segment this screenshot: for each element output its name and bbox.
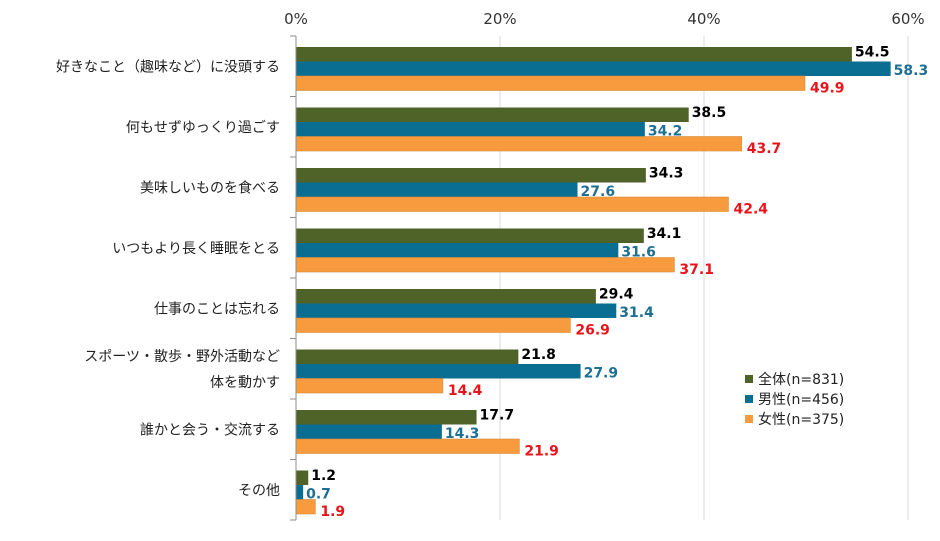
data-label-2-4: 26.9 [575,322,610,338]
x-tick-label: 20% [483,10,516,28]
bar-1-1 [296,122,645,137]
category-label: 体を動かす [210,375,280,391]
data-label-1-4: 31.4 [619,305,654,321]
data-labels: 54.5 38.5 34.3 34.1 29.4 21.8 17.7 1.2 58.3 34.2 2… [306,44,928,520]
category-label: 好きなこと（趣味など）に没頭する [56,59,280,75]
data-label-1-7: 0.7 [306,486,331,502]
data-label-2-1: 43.7 [747,141,782,157]
x-tick-label: 0% [284,10,308,28]
data-label-2-0: 49.9 [810,80,845,96]
bar-2-3 [295,257,675,273]
data-label-2-2: 42.4 [733,201,768,217]
legend: 全体(n=831) 男性(n=456) 女性(n=375) [745,371,844,428]
data-label-2-6: 21.9 [524,443,559,459]
y-axis [290,35,297,521]
data-label-2-5: 14.4 [448,383,483,399]
data-label-0-0: 54.5 [855,44,890,60]
bar-0-5 [296,349,519,364]
x-tick-label: 40% [687,10,720,28]
bar-1-5 [296,364,581,379]
bar-2-4 [295,317,571,333]
data-label-0-3: 34.1 [647,226,682,242]
data-label-0-4: 29.4 [599,286,634,302]
category-label: 仕事のことは忘れる [154,301,280,317]
bar-1-6 [296,424,442,439]
bars [295,47,891,515]
x-tick-label: 60% [891,10,924,28]
bar-0-2 [296,168,646,183]
bar-2-0 [295,75,806,91]
data-label-0-6: 17.7 [480,407,515,423]
legend-swatch-2 [745,415,753,423]
bar-0-4 [296,289,596,304]
bar-2-2 [295,196,729,212]
bar-1-2 [296,182,578,197]
data-label-0-5: 21.8 [521,347,556,363]
category-label: 美味しいものを食べる [140,179,280,196]
bar-1-3 [296,243,619,258]
bar-0-7 [296,470,309,485]
category-label: その他 [238,483,280,499]
data-label-0-1: 38.5 [692,105,727,121]
bar-2-6 [295,438,520,454]
category-label: 何もせずゆっくり過ごす [126,120,280,136]
data-label-1-3: 31.6 [621,244,656,260]
legend-swatch-1 [745,395,753,403]
data-label-0-7: 1.2 [311,468,336,484]
bar-1-0 [296,61,891,76]
legend-label-0: 全体(n=831) [758,371,844,388]
data-label-2-7: 1.9 [320,504,345,520]
bar-1-7 [296,485,304,500]
bar-1-4 [296,303,617,318]
data-label-2-3: 37.1 [679,262,714,278]
category-labels: 好きなこと（趣味など）に没頭する何もせずゆっくり過ごす美味しいものを食べるいつも… [56,59,280,499]
bar-0-3 [296,228,644,243]
legend-label-2: 女性(n=375) [758,411,844,428]
data-label-1-0: 58.3 [894,63,929,79]
x-tick-labels: 0% 20% 40% 60% [284,10,925,28]
data-label-0-2: 34.3 [649,165,684,181]
data-label-1-1: 34.2 [648,123,683,139]
bar-0-0 [296,47,852,62]
category-label: 誰かと会う・交流する [140,421,280,438]
data-label-1-5: 27.9 [584,365,619,381]
bar-2-5 [295,378,444,394]
category-label: スポーツ・散歩・野外活動など [84,349,280,365]
bar-0-1 [296,107,689,122]
legend-label-1: 男性(n=456) [758,392,844,408]
category-label: いつもより長く睡眠をとる [112,241,280,257]
bar-0-6 [296,410,477,425]
data-label-1-6: 14.3 [445,426,480,442]
legend-swatch-0 [745,375,753,383]
data-label-1-2: 27.6 [581,184,616,200]
